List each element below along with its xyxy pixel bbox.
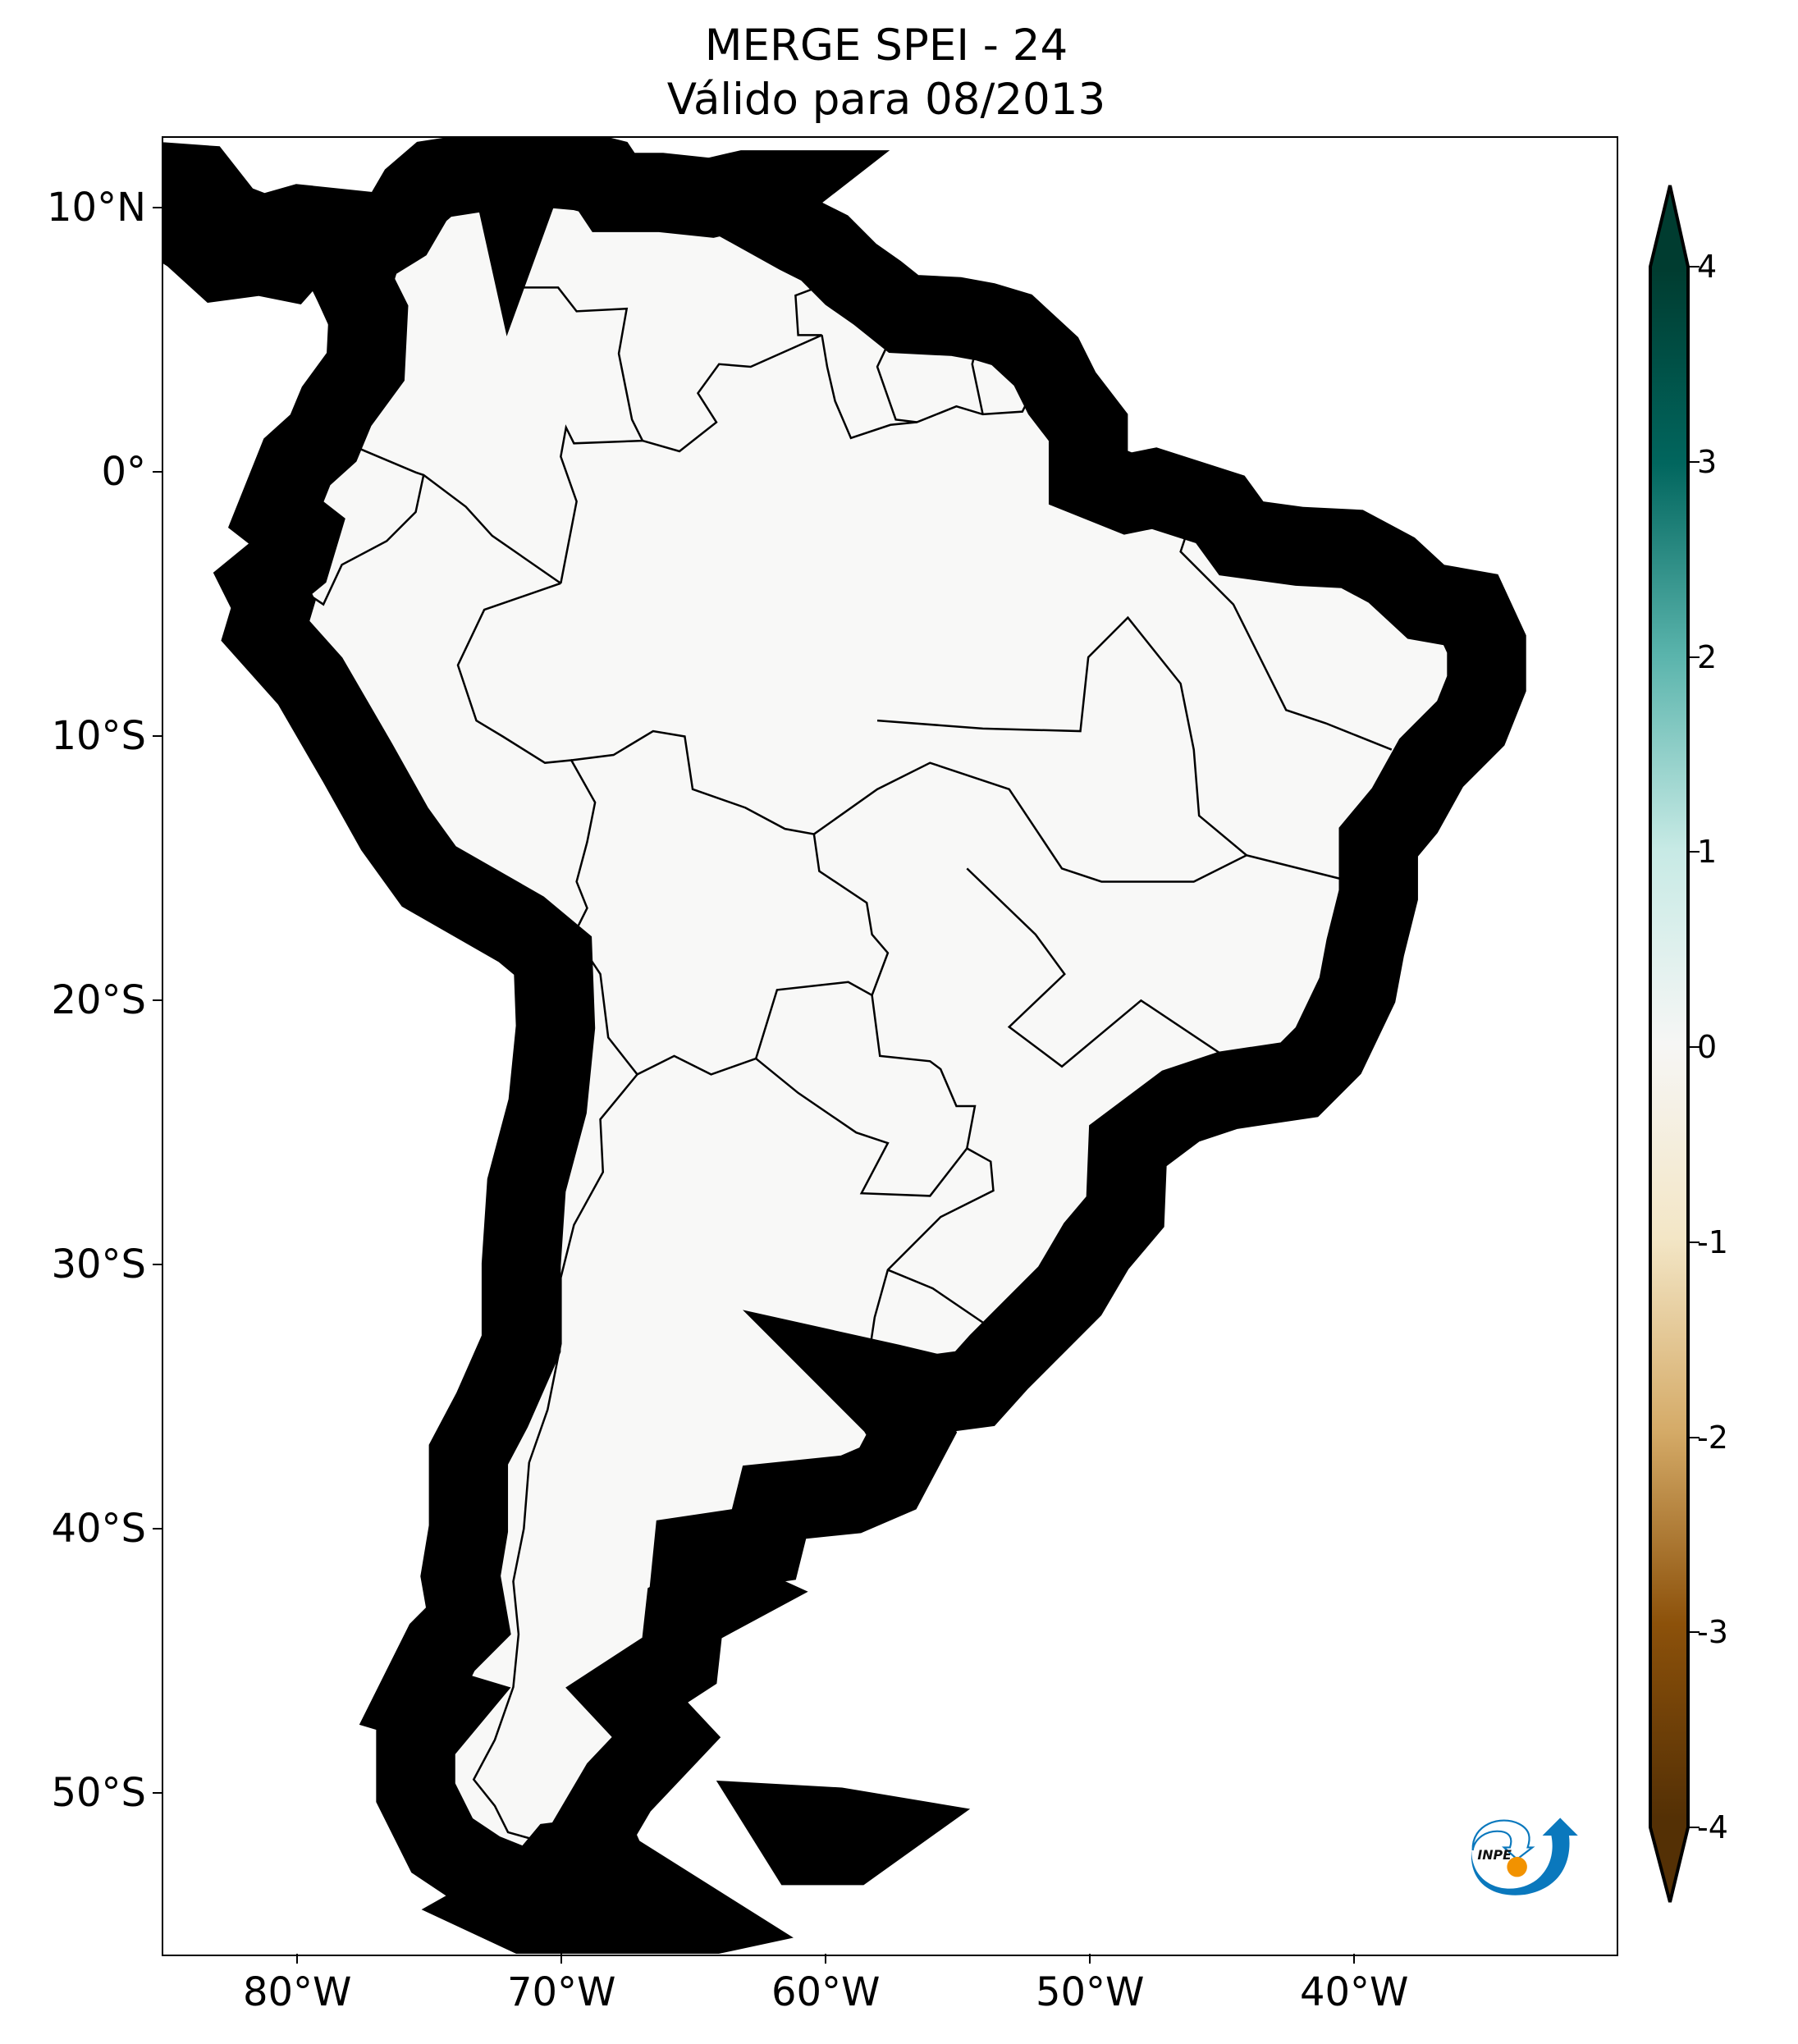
lon-tick <box>1089 1954 1091 1964</box>
lat-label: 10°N <box>47 184 146 231</box>
colorbar-tick-label: 1 <box>1697 834 1718 871</box>
colorbar-tick-label: -2 <box>1697 1419 1728 1456</box>
colorbar-body <box>1649 185 1690 1903</box>
lon-label: 80°W <box>242 1969 352 2015</box>
lat-label: 40°S <box>51 1505 146 1552</box>
colorbar-tick <box>1688 1631 1700 1634</box>
colorbar-tick-label: -1 <box>1697 1223 1728 1260</box>
colorbar-tick-label: 2 <box>1697 638 1718 675</box>
logo-sun <box>1507 1856 1527 1877</box>
colorbar-tick-label: 4 <box>1697 249 1718 285</box>
colorbar-tick <box>1688 656 1700 658</box>
lat-tick <box>153 1263 162 1265</box>
colorbar-tick <box>1688 1046 1700 1048</box>
colorbar-tick <box>1688 851 1700 853</box>
colorbar-tick-label: -3 <box>1697 1614 1728 1651</box>
lat-label: 10°S <box>51 712 146 759</box>
colorbar-tick <box>1688 1827 1700 1828</box>
lon-label: 40°W <box>1299 1969 1409 2015</box>
spei-map <box>162 137 1616 1954</box>
lat-tick <box>153 734 162 737</box>
lat-label: 50°S <box>51 1769 146 1816</box>
colorbar-tick-label: -4 <box>1697 1809 1728 1845</box>
colorbar-tick-label: 3 <box>1697 443 1718 480</box>
lon-tick <box>560 1954 563 1964</box>
lat-tick <box>153 1527 162 1530</box>
colorbar-tick-label: 0 <box>1697 1029 1718 1065</box>
lat-tick <box>153 206 162 208</box>
map-title: MERGE SPEI - 24 <box>704 21 1068 71</box>
lat-tick <box>153 470 162 473</box>
colorbar-tick <box>1688 460 1700 463</box>
logo-text: INPE <box>1477 1847 1512 1863</box>
lon-tick <box>296 1954 299 1964</box>
logo-swoosh <box>1471 1818 1578 1895</box>
colorbar <box>1649 185 1690 1903</box>
colorbar-tick <box>1688 1241 1700 1243</box>
lon-label: 70°W <box>506 1969 616 2015</box>
lat-label: 20°S <box>51 976 146 1023</box>
lon-label: 60°W <box>771 1969 881 2015</box>
country-borders <box>289 158 1392 1923</box>
lat-label: 0° <box>101 448 146 495</box>
map-subtitle: Válido para 08/2013 <box>666 75 1106 125</box>
lon-tick <box>825 1954 827 1964</box>
coastlines <box>162 145 1487 1938</box>
lat-tick <box>153 999 162 1001</box>
lat-tick <box>153 1791 162 1794</box>
lat-label: 30°S <box>51 1241 146 1287</box>
logo-arrow-outline <box>1471 1819 1535 1861</box>
lon-tick <box>1353 1954 1356 1964</box>
colorbar-tick <box>1688 266 1700 268</box>
inpe-logo: INPE <box>1471 1818 1578 1895</box>
lon-label: 50°W <box>1035 1969 1145 2015</box>
colorbar-tick <box>1688 1436 1700 1438</box>
